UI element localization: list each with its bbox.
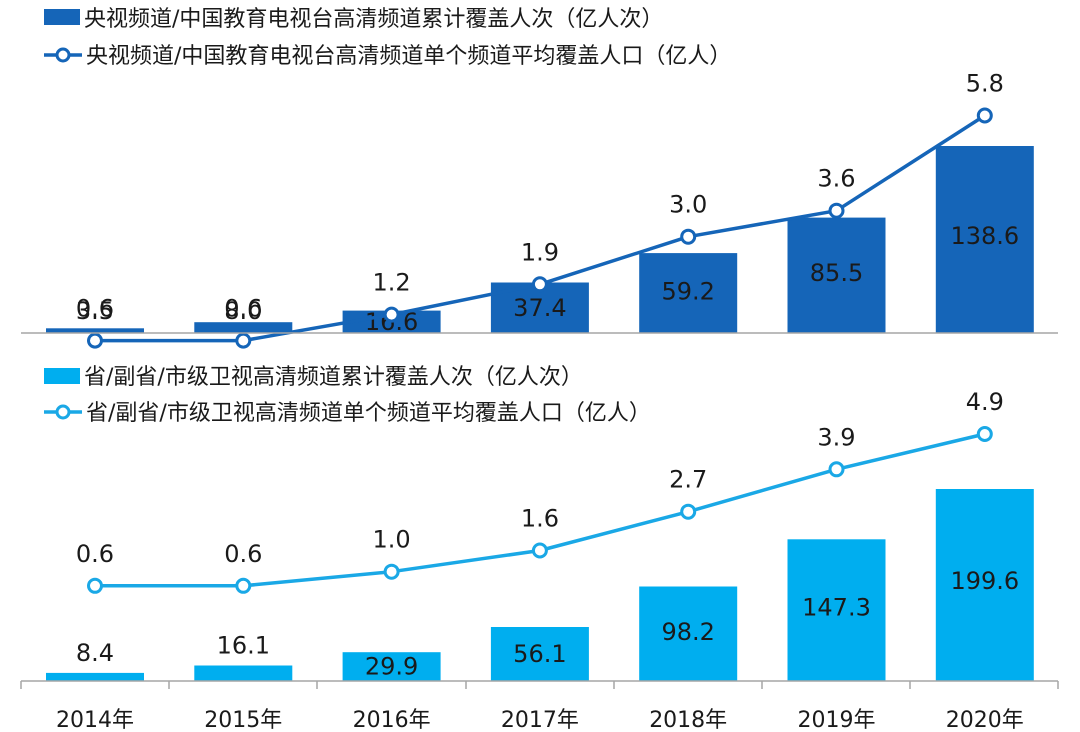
top-line-point-2014年 [87,332,103,349]
top-line-label-2015年: 0.6 [224,295,262,323]
x-tick-label-2016年: 2016年 [353,708,431,732]
bottom-line-label-2016年: 1.0 [373,526,411,554]
top-line-label-2016年: 1.2 [373,269,411,297]
bottom-bar-label-2017年: 56.1 [513,640,566,668]
bottom-line-point-2020年 [976,426,993,442]
bottom-bar-2015年 [194,665,293,681]
top-line-label-2019年: 3.6 [817,165,855,193]
bottom-bar-2017年 [490,627,589,681]
x-tick-label-2017年: 2017年 [501,708,579,732]
x-tick-label-2014年: 2014年 [56,708,134,732]
bottom-bar-2020年 [935,489,1034,681]
top-line-point-2016年 [383,306,400,323]
bottom-bar-label-2019年: 147.3 [802,593,871,621]
top-line-label-2017年: 1.9 [521,238,559,266]
bottom-line-label-2019年: 3.9 [817,423,855,451]
bottom-line-label-2020年: 4.9 [966,388,1004,416]
bottom-bar-label-2015年: 16.1 [217,632,270,660]
bottom-bar-label-2018年: 98.2 [661,618,714,646]
bottom-line-point-2014年 [87,577,103,594]
bottom-line-point-2016年 [383,563,400,580]
x-tick-label-2020年: 2020年 [946,708,1024,732]
top-line-point-2015年 [235,332,252,349]
bottom-line-label-2014年: 0.6 [76,540,114,568]
bottom-bar-2018年 [639,586,738,681]
top-legend-bar-label: 央视频道/中国教育电视台高清频道累计覆盖人次（亿人次） [84,7,663,32]
top-line-point-2017年 [531,276,548,293]
bottom-line-point-2019年 [828,461,845,478]
bottom-legend-bar-label: 省/副省/市级卫视高清频道累计覆盖人次（亿人次） [84,365,583,390]
bottom-bar-2014年 [46,672,144,681]
bottom-line-point-2015年 [235,577,252,594]
x-tick-label-2019年: 2019年 [798,708,876,732]
top-line-point-2018年 [680,228,697,245]
bottom-bar-label-2016年: 29.9 [365,653,418,681]
bottom-bar-2019年 [787,539,886,681]
x-axis: 2014年 2015年 2016年 2017年 2018年 2019年 2020年 [20,681,1059,732]
bottom-line-label-2015年: 0.6 [224,540,262,568]
bottom-line-label-2018年: 2.7 [669,466,707,494]
top-line-label-2020年: 5.8 [966,70,1004,98]
top-legend-line-label: 央视频道/中国教育电视台高清频道单个频道平均覆盖人口（亿人） [86,44,731,69]
top-bar-2015年 [194,322,293,333]
top-line-point-2019年 [828,202,845,219]
bottom-legend-bar-swatch [44,368,80,384]
x-tick-label-2018年: 2018年 [649,708,727,732]
top-line-label-2018年: 3.0 [669,191,707,219]
bottom-legend: 省/副省/市级卫视高清频道累计覆盖人次（亿人次） 省/副省/市级卫视高清频道单个… [44,365,651,426]
top-legend-bar-swatch [44,9,80,25]
x-tick-label-2015年: 2015年 [204,708,282,732]
top-bar-label-2015年: 8.0 [224,297,262,325]
top-bar-label-2017年: 37.4 [513,294,566,322]
top-bar-label-2020年: 138.6 [950,222,1019,250]
top-legend-line-marker [55,47,71,63]
bottom-bar-2016年 [342,652,441,681]
top-bar-label-2019年: 85.5 [810,259,863,287]
top-line-point-2020年 [976,107,993,124]
bottom-line-point-2017年 [531,542,548,559]
top-legend: 央视频道/中国教育电视台高清频道累计覆盖人次（亿人次） 央视频道/中国教育电视台… [44,7,731,69]
bottom-line-point-2018年 [680,503,697,520]
top-bar-2014年 [46,328,144,333]
bottom-legend-line-marker [55,404,71,420]
top-bar-2018年 [639,253,738,333]
top-bar-2019年 [787,217,886,333]
top-plot-area: 3.58.016.637.459.285.5138.60.60.61.21.93… [21,70,1058,349]
top-line-label-2014年: 0.6 [76,295,114,323]
bottom-line-label-2017年: 1.6 [521,505,559,533]
bottom-plot-area: 8.4 16.1 29.9 56.1 98.2 147.3 199.6 0.6 0.6 1.0 1.… [21,388,1058,682]
top-bar-label-2018年: 59.2 [661,278,714,306]
bottom-bar-label-2014年: 8.4 [76,639,114,667]
bottom-bar-label-2020年: 199.6 [950,567,1019,595]
bottom-legend-line-label: 省/副省/市级卫视高清频道单个频道平均覆盖人口（亿人） [86,401,651,426]
top-bar-2020年 [935,146,1034,333]
top-bar-label-2014年: 3.5 [76,297,114,325]
